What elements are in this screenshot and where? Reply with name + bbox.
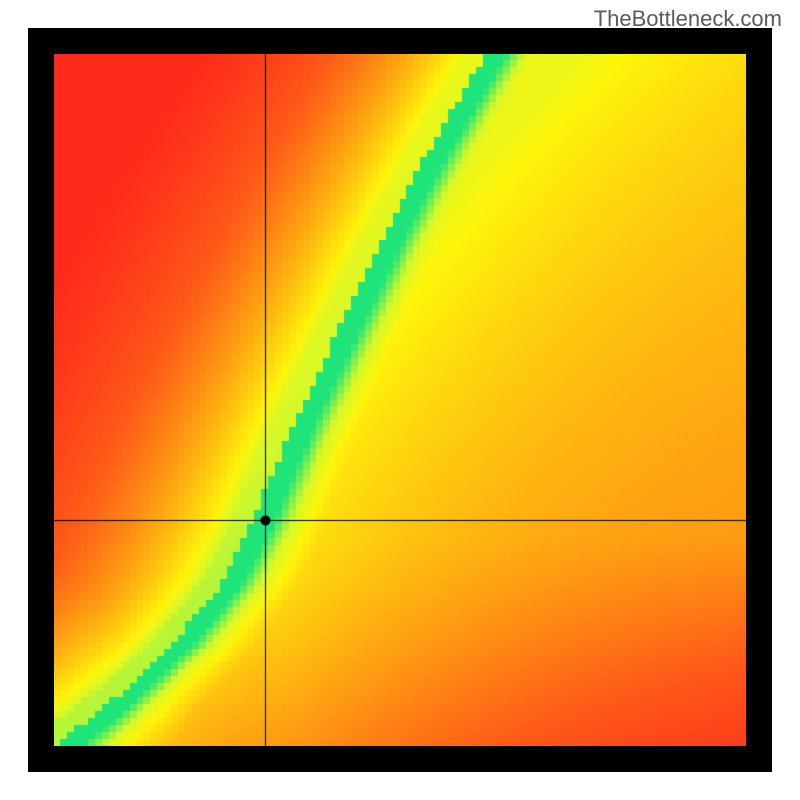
bottleneck-heatmap [54,54,746,746]
chart-frame [28,28,772,772]
watermark-text: TheBottleneck.com [594,6,782,32]
